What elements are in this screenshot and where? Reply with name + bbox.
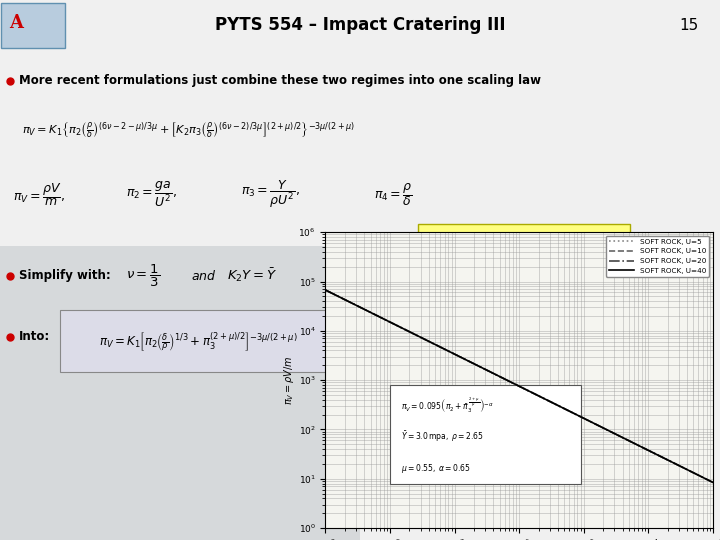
SOFT ROCK, U=40 (390, 321, 398, 327)
SOFT ROCK, U=40 (549, 400, 558, 407)
SOFT ROCK, U=5 (420, 336, 429, 343)
Text: $\pi_V = K_1 \left\{ \pi_2 \left(\frac{\rho}{\delta}\right)^{(6\nu-2-\mu)/3\mu} : $\pi_V = K_1 \left\{ \pi_2 \left(\frac{\… (22, 121, 354, 141)
Text: Into:: Into: (19, 330, 50, 343)
Text: $K_2 Y = \bar{Y}$: $K_2 Y = \bar{Y}$ (227, 267, 277, 285)
Text: $\pi_V = 0.095\left(\pi_2 + \bar{\pi}_3^{\;\frac{2+\mu}{\mu}}\right)^{-\alpha}$: $\pi_V = 0.095\left(\pi_2 + \bar{\pi}_3^… (401, 395, 494, 415)
SOFT ROCK, U=5 (321, 287, 330, 293)
Text: More recent formulations just combine these two regimes into one scaling law: More recent formulations just combine th… (19, 74, 541, 87)
SOFT ROCK, U=10 (390, 321, 398, 327)
SOFT ROCK, U=40 (321, 287, 330, 293)
Text: $\pi_4 = \dfrac{\rho}{\delta}$: $\pi_4 = \dfrac{\rho}{\delta}$ (374, 181, 413, 208)
SOFT ROCK, U=5 (549, 400, 558, 407)
SOFT ROCK, U=20 (420, 336, 429, 343)
SOFT ROCK, U=20 (496, 374, 505, 380)
SOFT ROCK, U=5 (390, 321, 398, 327)
SOFT ROCK, U=20 (708, 479, 717, 485)
FancyBboxPatch shape (0, 246, 360, 540)
SOFT ROCK, U=5 (708, 479, 717, 485)
FancyBboxPatch shape (418, 224, 630, 259)
SOFT ROCK, U=10 (613, 431, 621, 438)
Line: SOFT ROCK, U=5: SOFT ROCK, U=5 (325, 290, 713, 482)
Text: $\pi_2 = \dfrac{ga}{U^2},$: $\pi_2 = \dfrac{ga}{U^2},$ (126, 180, 177, 210)
SOFT ROCK, U=10 (321, 287, 330, 293)
Text: Simplify with:: Simplify with: (19, 269, 110, 282)
FancyBboxPatch shape (390, 384, 581, 484)
Text: Holsapple 1993: Holsapple 1993 (470, 235, 578, 248)
Text: PYTS 554 – Impact Cratering III: PYTS 554 – Impact Cratering III (215, 16, 505, 34)
SOFT ROCK, U=10 (708, 479, 717, 485)
SOFT ROCK, U=40 (708, 479, 717, 485)
FancyBboxPatch shape (60, 310, 337, 373)
SOFT ROCK, U=10 (496, 374, 505, 380)
SOFT ROCK, U=40 (613, 431, 621, 438)
Text: $\pi_V = \dfrac{\rho V}{m},$: $\pi_V = \dfrac{\rho V}{m},$ (13, 181, 65, 208)
Text: $\pi_V = K_1 \left[ \pi_2 \left(\frac{\delta}{\rho}\right)^{1/3} + \pi_3^{(2+\mu: $\pi_V = K_1 \left[ \pi_2 \left(\frac{\d… (99, 330, 298, 353)
SOFT ROCK, U=20 (390, 321, 398, 327)
Y-axis label: $\pi_V=\rho V/m$: $\pi_V=\rho V/m$ (282, 355, 296, 405)
Text: 15: 15 (679, 18, 698, 32)
SOFT ROCK, U=5 (613, 431, 621, 438)
Text: $\pi_3 = \dfrac{Y}{\rho U^2},$: $\pi_3 = \dfrac{Y}{\rho U^2},$ (241, 179, 300, 210)
Text: $\bar{Y}=3.0\,\mathrm{mpa},\;\rho=2.65$: $\bar{Y}=3.0\,\mathrm{mpa},\;\rho=2.65$ (401, 430, 485, 444)
SOFT ROCK, U=40 (420, 336, 429, 343)
SOFT ROCK, U=20 (321, 287, 330, 293)
Text: $\mathit{and}$: $\mathit{and}$ (191, 268, 217, 282)
Text: $\nu = \dfrac{1}{3}$: $\nu = \dfrac{1}{3}$ (126, 262, 160, 288)
SOFT ROCK, U=40 (496, 374, 505, 380)
SOFT ROCK, U=40 (580, 415, 588, 422)
Line: SOFT ROCK, U=10: SOFT ROCK, U=10 (325, 290, 713, 482)
Line: SOFT ROCK, U=20: SOFT ROCK, U=20 (325, 290, 713, 482)
SOFT ROCK, U=20 (549, 400, 558, 407)
SOFT ROCK, U=5 (496, 374, 505, 380)
SOFT ROCK, U=10 (580, 415, 588, 422)
SOFT ROCK, U=5 (580, 415, 588, 422)
SOFT ROCK, U=20 (580, 415, 588, 422)
SOFT ROCK, U=10 (420, 336, 429, 343)
SOFT ROCK, U=20 (613, 431, 621, 438)
Text: $\mu=0.55,\;\alpha=0.65$: $\mu=0.55,\;\alpha=0.65$ (401, 462, 472, 475)
Line: SOFT ROCK, U=40: SOFT ROCK, U=40 (325, 290, 713, 482)
FancyBboxPatch shape (1, 3, 65, 48)
SOFT ROCK, U=10 (549, 400, 558, 407)
Legend: SOFT ROCK, U=5, SOFT ROCK, U=10, SOFT ROCK, U=20, SOFT ROCK, U=40: SOFT ROCK, U=5, SOFT ROCK, U=10, SOFT RO… (606, 236, 709, 276)
Text: A: A (9, 14, 23, 32)
